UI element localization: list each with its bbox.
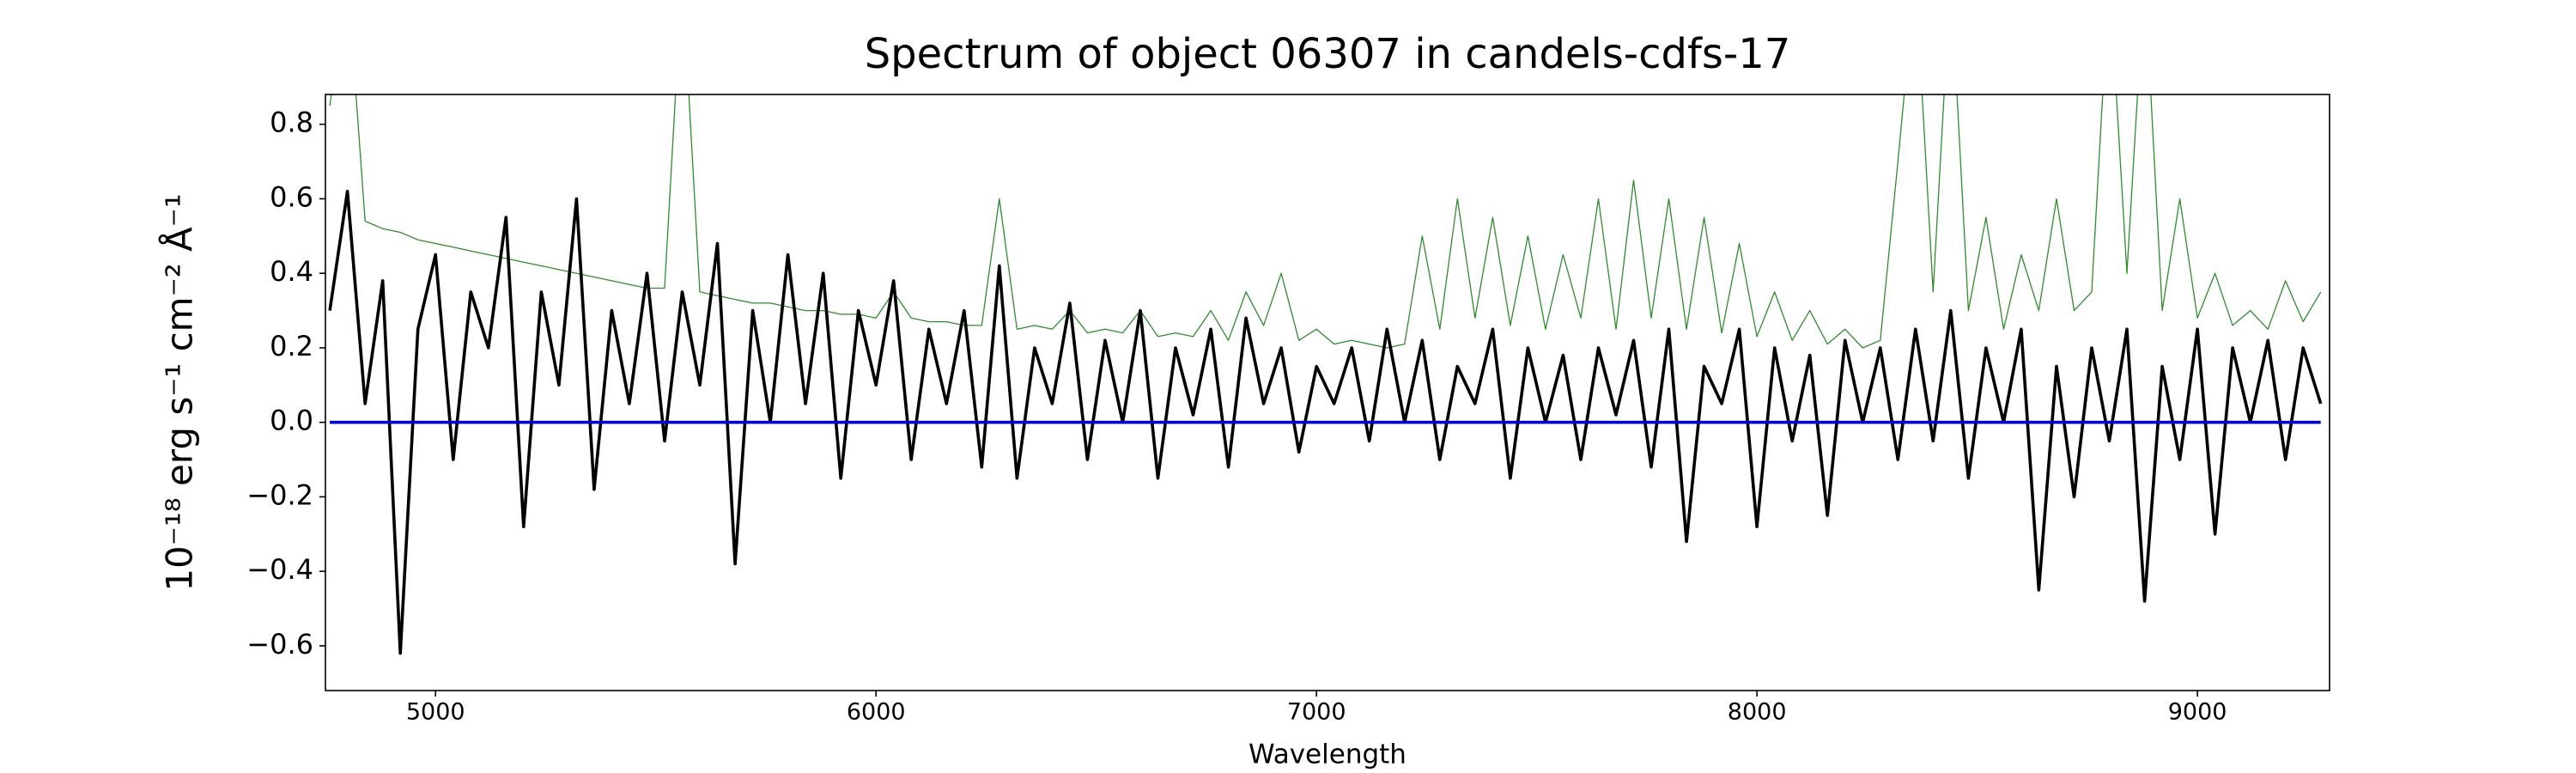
y-tick-label: 0.2 xyxy=(270,330,313,362)
y-tick-label: 0.0 xyxy=(270,405,313,437)
series-line xyxy=(328,190,2323,655)
y-tick-label: −0.2 xyxy=(246,478,313,511)
x-tick-label: 6000 xyxy=(847,699,906,726)
y-tick-label: −0.6 xyxy=(246,628,313,660)
y-axis-label: 10⁻¹⁸ erg s⁻¹ cm⁻² Å⁻¹ xyxy=(158,193,201,591)
x-tick-label: 7000 xyxy=(1287,699,1346,726)
y-tick-label: 0.4 xyxy=(270,255,313,288)
x-axis-label: Wavelength xyxy=(1249,740,1406,770)
x-tick-label: 9000 xyxy=(2168,699,2227,726)
y-tick-label: 0.6 xyxy=(270,180,313,213)
plot-frame xyxy=(325,94,2330,691)
y-tick-label: −0.4 xyxy=(246,553,313,586)
x-tick-label: 8000 xyxy=(1728,699,1787,726)
y-tick-label: 0.8 xyxy=(270,107,313,139)
series-line xyxy=(329,94,2322,349)
x-tick-label: 5000 xyxy=(406,699,465,726)
plot-area xyxy=(328,94,2323,655)
chart-title: Spectrum of object 06307 in candels-cdfs… xyxy=(865,30,1791,78)
